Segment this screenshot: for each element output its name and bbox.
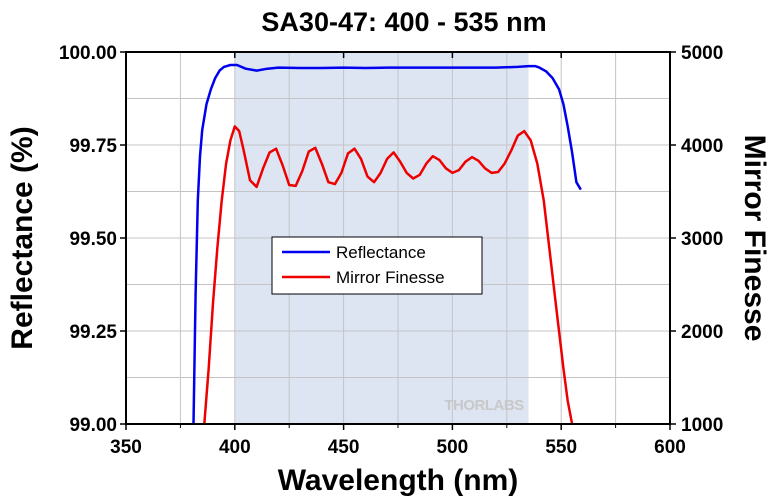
x-tick-label: 550	[545, 437, 577, 458]
y-tick-label: 99.75	[69, 136, 117, 157]
watermark: THORLABS	[444, 397, 524, 414]
legend-box	[271, 236, 483, 295]
chart-title: SA30-47: 400 - 535 nm	[261, 7, 546, 37]
x-tick-label: 350	[110, 437, 142, 458]
x-tick-label: 600	[654, 437, 686, 458]
x-tick-labels: 350 400 450 500 550 600	[110, 437, 686, 458]
y-tick-label: 99.00	[69, 415, 117, 436]
y2-tick-label: 2000	[681, 322, 723, 343]
y2-tick-label: 1000	[681, 415, 723, 436]
legend-label-mirror-finesse: Mirror Finesse	[336, 268, 445, 287]
x-axis-title: Wavelength (nm)	[278, 464, 519, 497]
y-axis-title: Reflectance (%)	[6, 126, 39, 349]
y2-tick-label: 4000	[681, 136, 723, 157]
y-tick-label: 100.00	[59, 43, 117, 64]
series-line-mirror-finesse	[203, 125, 574, 425]
y2-tick-labels: 1000 2000 3000 4000 5000	[681, 43, 723, 436]
y2-tick-label: 3000	[681, 229, 723, 250]
series-line-reflectance	[192, 63, 582, 425]
legend-label-reflectance: Reflectance	[336, 243, 426, 262]
x-tick-label: 450	[328, 437, 360, 458]
series-layer	[192, 63, 582, 425]
y-tick-labels: 99.00 99.25 99.50 99.75 100.00	[59, 43, 118, 436]
tick-marks	[120, 51, 676, 430]
x-tick-label: 400	[219, 437, 251, 458]
y-tick-label: 99.50	[69, 229, 117, 250]
legend: Reflectance Mirror Finesse	[271, 236, 483, 295]
y2-tick-label: 5000	[681, 43, 723, 64]
y2-axis-title: Mirror Finesse	[738, 135, 771, 342]
x-tick-label: 500	[437, 437, 469, 458]
y-tick-label: 99.25	[69, 322, 117, 343]
